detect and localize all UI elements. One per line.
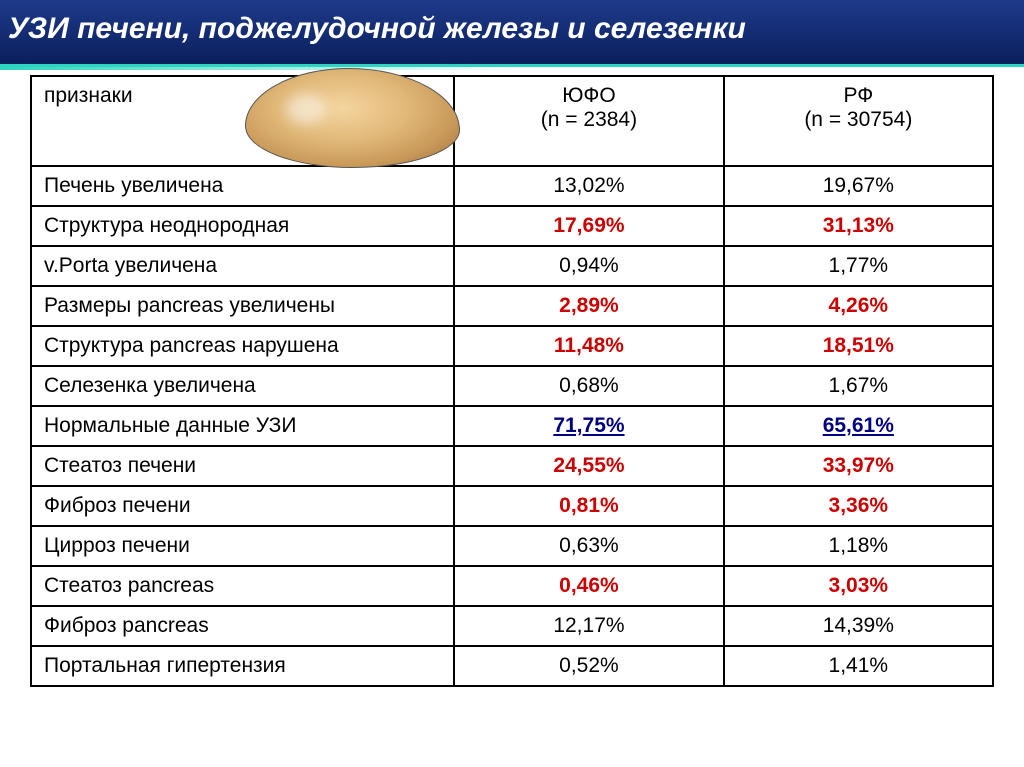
value-text: 0,81% [559, 494, 619, 517]
table-row: Нормальные данные УЗИ 71,75% 65,61% [31, 406, 993, 446]
header-col1-name: ЮФО [562, 84, 616, 107]
cell-value-1: 12,17% [454, 606, 723, 646]
cell-value-2: 1,18% [724, 526, 993, 566]
cell-sign: Портальная гипертензия [31, 646, 454, 686]
liver-highlight [286, 94, 326, 124]
cell-value-2: 14,39% [724, 606, 993, 646]
value-text: 0,94% [559, 254, 619, 277]
value-text: 33,97% [823, 454, 894, 477]
header-col2-n: (n = 30754) [804, 108, 912, 131]
table-row: v.Porta увеличена 0,94% 1,77% [31, 246, 993, 286]
cell-value-2: 3,03% [724, 566, 993, 606]
cell-sign: Стеатоз pancreas [31, 566, 454, 606]
slide-title: УЗИ печени, поджелудочной железы и селез… [0, 0, 1024, 67]
cell-value-1: 11,48% [454, 326, 723, 366]
value-text: 65,61% [823, 414, 894, 437]
value-text: 14,39% [823, 614, 894, 637]
cell-value-1: 13,02% [454, 166, 723, 206]
cell-sign: Фиброз pancreas [31, 606, 454, 646]
header-col1-n: (n = 2384) [541, 108, 637, 131]
value-text: 4,26% [829, 294, 889, 317]
cell-value-2: 1,67% [724, 366, 993, 406]
table-row: Цирроз печени 0,63% 1,18% [31, 526, 993, 566]
cell-value-2: 19,67% [724, 166, 993, 206]
cell-value-2: 1,41% [724, 646, 993, 686]
cell-sign: Размеры pancreas увеличены [31, 286, 454, 326]
value-text: 2,89% [559, 294, 619, 317]
table-row: Фиброз pancreas 12,17% 14,39% [31, 606, 993, 646]
table-row: Стеатоз pancreas 0,46% 3,03% [31, 566, 993, 606]
value-text: 11,48% [554, 334, 624, 357]
value-text: 71,75% [553, 414, 624, 437]
cell-value-1: 0,81% [454, 486, 723, 526]
value-text: 1,18% [829, 534, 889, 557]
table-row: Печень увеличена 13,02% 19,67% [31, 166, 993, 206]
cell-sign: Печень увеличена [31, 166, 454, 206]
cell-sign: Нормальные данные УЗИ [31, 406, 454, 446]
table-row: Стеатоз печени 24,55% 33,97% [31, 446, 993, 486]
cell-sign: Структура неоднородная [31, 206, 454, 246]
cell-value-1: 71,75% [454, 406, 723, 446]
cell-value-1: 24,55% [454, 446, 723, 486]
cell-sign: Структура pancreas нарушена [31, 326, 454, 366]
cell-sign: Цирроз печени [31, 526, 454, 566]
value-text: 3,36% [829, 494, 889, 517]
value-text: 0,68% [559, 374, 619, 397]
value-text: 0,52% [559, 654, 619, 677]
title-text: УЗИ печени, поджелудочной железы и селез… [8, 12, 746, 45]
table-header-row: признаки ЮФО (n = 2384) РФ (n = 30754) [31, 76, 993, 166]
value-text: 0,63% [559, 534, 619, 557]
ultrasound-data-table: признаки ЮФО (n = 2384) РФ (n = 30754) П… [30, 75, 994, 687]
table-row: Размеры pancreas увеличены 2,89% 4,26% [31, 286, 993, 326]
value-text: 31,13% [823, 214, 894, 237]
content-area: признаки ЮФО (n = 2384) РФ (n = 30754) П… [0, 67, 1024, 707]
cell-value-2: 4,26% [724, 286, 993, 326]
cell-value-2: 18,51% [724, 326, 993, 366]
cell-sign: v.Porta увеличена [31, 246, 454, 286]
table-row: Селезенка увеличена 0,68% 1,67% [31, 366, 993, 406]
table-row: Структура неоднородная 17,69% 31,13% [31, 206, 993, 246]
value-text: 3,03% [829, 574, 889, 597]
value-text: 12,17% [553, 614, 624, 637]
table-row: Портальная гипертензия 0,52% 1,41% [31, 646, 993, 686]
table-row: Структура pancreas нарушена 11,48% 18,51% [31, 326, 993, 366]
cell-value-2: 33,97% [724, 446, 993, 486]
header-signs-label: признаки [44, 84, 133, 107]
value-text: 19,67% [823, 174, 894, 197]
header-col2: РФ (n = 30754) [724, 76, 993, 166]
cell-value-2: 65,61% [724, 406, 993, 446]
value-text: 13,02% [553, 174, 624, 197]
cell-value-1: 17,69% [454, 206, 723, 246]
cell-sign: Фиброз печени [31, 486, 454, 526]
value-text: 17,69% [553, 214, 624, 237]
cell-value-2: 1,77% [724, 246, 993, 286]
header-col2-name: РФ [843, 84, 873, 107]
cell-value-2: 31,13% [724, 206, 993, 246]
cell-value-2: 3,36% [724, 486, 993, 526]
value-text: 1,67% [829, 374, 889, 397]
cell-value-1: 0,63% [454, 526, 723, 566]
value-text: 1,77% [829, 254, 889, 277]
table-body: Печень увеличена 13,02% 19,67% Структура не… [31, 166, 993, 686]
cell-value-1: 0,68% [454, 366, 723, 406]
cell-value-1: 2,89% [454, 286, 723, 326]
value-text: 1,41% [829, 654, 889, 677]
header-col1: ЮФО (n = 2384) [454, 76, 723, 166]
value-text: 0,46% [559, 574, 619, 597]
value-text: 18,51% [823, 334, 894, 357]
cell-value-1: 0,52% [454, 646, 723, 686]
cell-sign: Стеатоз печени [31, 446, 454, 486]
table-row: Фиброз печени 0,81% 3,36% [31, 486, 993, 526]
cell-value-1: 0,46% [454, 566, 723, 606]
cell-value-1: 0,94% [454, 246, 723, 286]
value-text: 24,55% [553, 454, 624, 477]
cell-sign: Селезенка увеличена [31, 366, 454, 406]
